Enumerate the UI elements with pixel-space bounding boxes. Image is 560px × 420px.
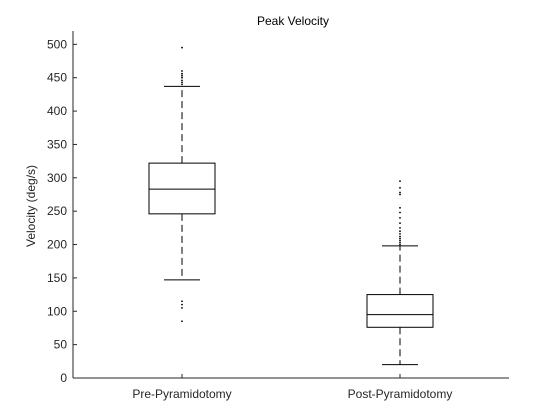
outlier-point bbox=[181, 76, 183, 79]
y-axis-label: Velocity (deg/s) bbox=[24, 165, 38, 247]
y-tick-label: 450 bbox=[47, 71, 67, 85]
y-tick-label: 100 bbox=[47, 304, 67, 318]
y-tick-label: 250 bbox=[47, 204, 67, 218]
outlier-point bbox=[181, 74, 183, 77]
outlier-point bbox=[181, 79, 183, 82]
y-tick-label: 50 bbox=[54, 338, 68, 352]
outlier-point bbox=[181, 83, 183, 86]
y-tick-label: 300 bbox=[47, 171, 67, 185]
outlier-point bbox=[181, 303, 183, 306]
outlier-point bbox=[399, 222, 401, 225]
outlier-point bbox=[399, 239, 401, 242]
outlier-point bbox=[181, 300, 183, 303]
outlier-point bbox=[399, 186, 401, 189]
outlier-point bbox=[399, 206, 401, 209]
outlier-point bbox=[181, 46, 183, 49]
y-tick-label: 0 bbox=[60, 371, 67, 385]
outlier-point bbox=[399, 243, 401, 246]
y-tick-label: 500 bbox=[47, 37, 67, 51]
plot-area: 0 50 100 150 200 250 300 350 400 450 500 Pre-Pyrami… bbox=[47, 31, 509, 401]
outlier-point bbox=[399, 235, 401, 238]
outlier-point bbox=[399, 226, 401, 229]
outlier-point bbox=[399, 180, 401, 183]
y-tick-label: 400 bbox=[47, 104, 67, 118]
outlier-point bbox=[399, 237, 401, 240]
x-tick-label: Post-Pyramidotomy bbox=[348, 387, 453, 401]
iqr-box bbox=[148, 162, 216, 215]
outlier-point bbox=[181, 72, 183, 75]
outlier-point bbox=[399, 211, 401, 214]
outlier-point bbox=[399, 232, 401, 235]
outlier-point bbox=[399, 191, 401, 194]
chart-title: Peak Velocity bbox=[257, 14, 329, 28]
outlier-point bbox=[399, 193, 401, 196]
outlier-point bbox=[181, 81, 183, 84]
outlier-point bbox=[181, 307, 183, 309]
outlier-point bbox=[181, 70, 183, 72]
outlier-point bbox=[399, 241, 401, 244]
x-tick-label: Pre-Pyramidotomy bbox=[132, 387, 231, 401]
outlier-point bbox=[399, 216, 401, 219]
y-tick-label: 350 bbox=[47, 137, 67, 151]
outlier-point bbox=[399, 230, 401, 233]
outlier-point bbox=[181, 320, 183, 323]
y-tick-label: 200 bbox=[47, 238, 67, 252]
iqr-box bbox=[366, 294, 434, 328]
y-tick-label: 150 bbox=[47, 271, 67, 285]
